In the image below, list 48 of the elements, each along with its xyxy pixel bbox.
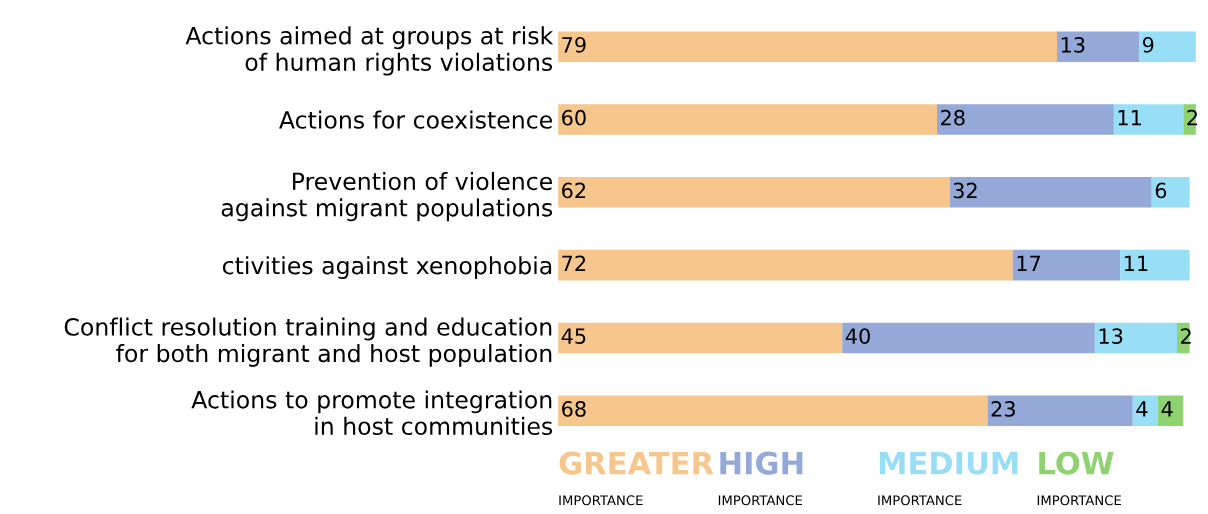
bar — [558, 322, 843, 354]
bar — [937, 104, 1114, 135]
data-label: 40 — [845, 328, 870, 344]
y-tick-label: Actions for coexistence — [279, 110, 552, 129]
data-label: 4 — [1161, 401, 1173, 417]
bar — [558, 177, 950, 208]
bar — [1094, 322, 1177, 354]
bar — [1132, 395, 1159, 427]
data-label: 13 — [1099, 328, 1123, 344]
data-label: 9 — [1142, 36, 1154, 53]
data-label: 79 — [562, 36, 586, 53]
data-label: 68 — [562, 401, 586, 417]
bar — [1056, 31, 1140, 62]
bar — [558, 249, 1013, 281]
bar — [987, 395, 1133, 427]
data-label: 11 — [1124, 255, 1148, 271]
bar — [558, 395, 988, 427]
y-tick-label: Actions aimed at groups at risk of human rights violations — [185, 26, 554, 76]
data-label: 32 — [953, 182, 977, 199]
data-label: 23 — [991, 401, 1015, 417]
bar — [558, 104, 937, 135]
data-label: 72 — [562, 255, 586, 271]
bar — [1151, 177, 1190, 208]
y-tick-label: Prevention of violence against migrant populations — [221, 171, 553, 222]
bar — [1113, 104, 1184, 135]
data-label: 62 — [562, 182, 586, 199]
series-label: LOW IMPORTANCE — [1037, 451, 1121, 506]
data-label: 6 — [1155, 182, 1167, 199]
y-tick-label: Conflict resolution training and education for both migrant and host population — [64, 317, 552, 367]
text: MEDIUM IMPORTANCE — [878, 451, 1018, 506]
bar — [842, 322, 1095, 354]
bar — [558, 31, 1057, 62]
bar — [1012, 249, 1121, 281]
data-label: 28 — [941, 109, 965, 126]
y-tick-label: ctivities against xenophobia — [222, 256, 552, 280]
series-label: GREATER IMPORTANCE — [559, 451, 714, 506]
data-label: 11 — [1118, 110, 1141, 126]
data-label: 17 — [1017, 255, 1041, 271]
bar — [1120, 249, 1190, 281]
bar — [949, 177, 1152, 208]
data-label: 60 — [562, 109, 586, 126]
data-label: 4 — [1136, 401, 1148, 417]
text: HIGH IMPORTANCE — [718, 451, 803, 506]
data-label: 13 — [1061, 36, 1085, 53]
y-tick-label: Actions to promote integration in host communities — [191, 390, 553, 436]
bar — [1158, 395, 1184, 427]
data-label: 45 — [561, 328, 586, 344]
bar — [1139, 31, 1196, 62]
